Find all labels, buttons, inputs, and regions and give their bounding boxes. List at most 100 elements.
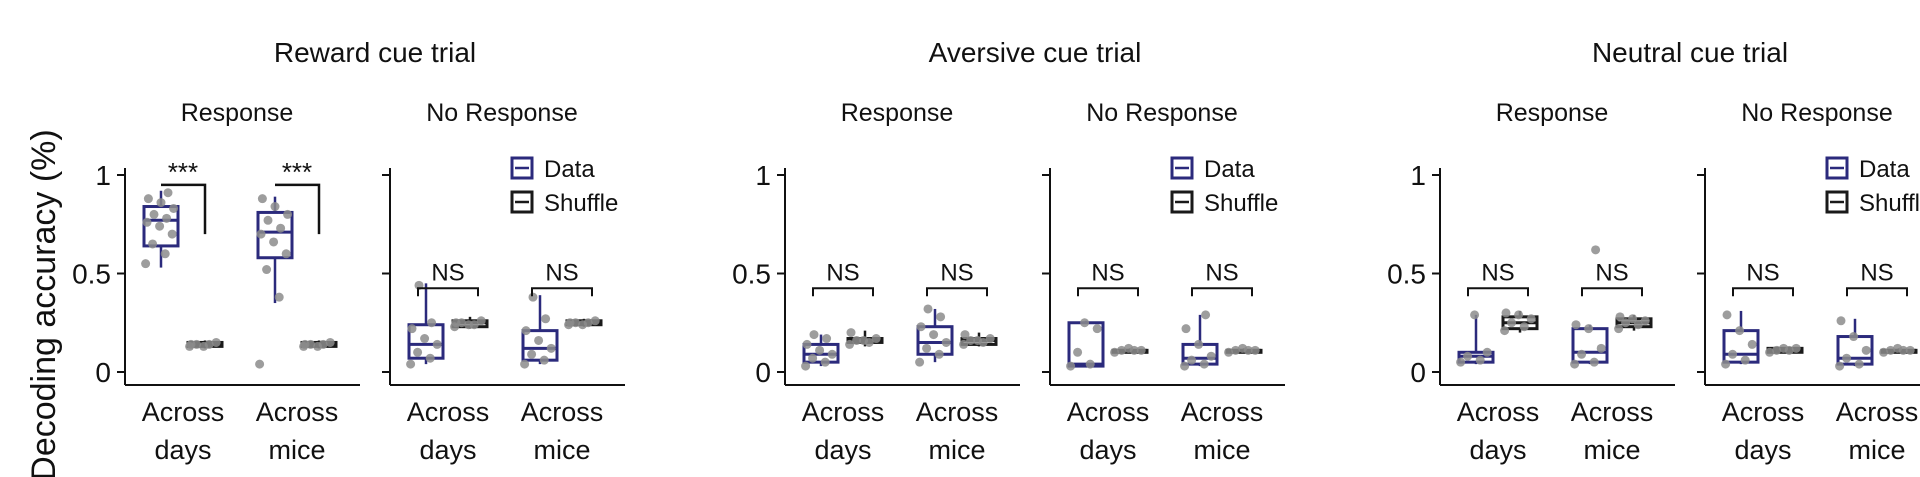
data-point: [820, 357, 830, 367]
data-point: [1526, 314, 1536, 324]
x-tick-label: Across: [256, 397, 339, 427]
box-data: [1835, 316, 1874, 371]
chart-group: Aversive cue trial Response 1 0.5 0 Across day…: [732, 37, 1285, 465]
data-point: [1861, 345, 1871, 355]
panel-subtitle: No Response: [426, 99, 577, 127]
data-point: [801, 361, 811, 371]
data-point: [1596, 343, 1606, 353]
data-point: [845, 339, 855, 349]
data-point: [590, 316, 600, 326]
data-point: [186, 339, 196, 349]
data-point: [1519, 322, 1529, 332]
box-shuffle: [564, 316, 603, 330]
data-point: [270, 202, 280, 212]
box-data: [406, 280, 445, 369]
data-point: [1199, 359, 1209, 369]
data-point: [1842, 353, 1852, 363]
box-data: [1456, 310, 1495, 367]
data-point: [565, 318, 575, 328]
data-point: [325, 337, 335, 347]
data-point: [283, 209, 293, 219]
x-tick-label: days: [814, 435, 871, 465]
legend-swatch: [1170, 190, 1194, 214]
data-point: [1470, 310, 1480, 320]
data-point: [148, 239, 158, 249]
legend-label: Data: [1859, 156, 1910, 183]
data-point: [425, 353, 435, 363]
x-tick-label: mice: [1848, 435, 1905, 465]
data-point: [1110, 347, 1120, 357]
significance-bracket: [531, 287, 593, 297]
data-point: [300, 339, 310, 349]
significance-bracket: [1191, 287, 1253, 297]
data-point: [1640, 316, 1650, 326]
box-shuffle: [1879, 343, 1918, 357]
y-tick-label: 1: [755, 160, 771, 191]
y-tick-label: 0.5: [1387, 259, 1426, 290]
data-point: [966, 335, 976, 345]
panel: No Response Across days NS Across mice NS Data S…: [1697, 99, 1920, 465]
significance-bracket: [812, 287, 874, 297]
legend-label: Data: [1204, 156, 1255, 183]
data-point: [1475, 355, 1485, 365]
data-point: [859, 335, 869, 345]
x-tick-label: days: [1079, 435, 1136, 465]
data-point: [1092, 324, 1102, 334]
x-tick-label: mice: [268, 435, 325, 465]
x-tick-label: Across: [1836, 397, 1919, 427]
data-point: [808, 353, 818, 363]
data-point: [802, 339, 812, 349]
data-point: [941, 337, 951, 347]
significance-bracket: [161, 183, 207, 235]
data-point: [1080, 318, 1090, 328]
data-point: [281, 249, 291, 259]
y-tick-label: 1: [1410, 160, 1426, 191]
data-point: [1231, 345, 1241, 355]
significance-label: NS: [1860, 259, 1893, 286]
data-point: [1514, 310, 1524, 320]
box-data: [255, 194, 294, 369]
data-point: [1250, 345, 1260, 355]
data-point: [815, 345, 825, 355]
data-point: [1463, 351, 1473, 361]
data-point: [156, 198, 166, 208]
data-point: [960, 330, 970, 340]
legend-label: Shuffle: [1859, 190, 1920, 217]
x-tick-label: mice: [1193, 435, 1250, 465]
box-data: [1066, 318, 1105, 371]
data-point: [546, 343, 556, 353]
y-axis-label: Decoding accuracy (%): [25, 129, 63, 477]
x-tick-label: days: [1734, 435, 1791, 465]
x-tick-label: days: [1469, 435, 1526, 465]
data-point: [936, 312, 946, 322]
data-point: [1206, 351, 1216, 361]
x-tick-label: mice: [533, 435, 590, 465]
legend: Data Shuffle: [1170, 156, 1278, 217]
panel-subtitle: Response: [841, 99, 954, 127]
chart-title: Neutral cue trial: [1592, 37, 1788, 68]
data-point: [916, 322, 926, 332]
data-point: [1893, 343, 1903, 353]
data-point: [143, 194, 153, 204]
y-tick-label: 0.5: [72, 259, 111, 290]
data-point: [163, 188, 173, 198]
data-point: [1085, 359, 1095, 369]
significance-bracket: [1467, 287, 1529, 297]
box-data: [1570, 245, 1609, 369]
box-shuffle: [1224, 343, 1263, 357]
chart-title: Reward cue trial: [274, 37, 476, 68]
legend-swatch: [1825, 156, 1849, 180]
significance-bracket: [926, 287, 988, 297]
x-tick-label: Across: [916, 397, 999, 427]
data-point: [1571, 320, 1581, 330]
data-point: [1747, 339, 1757, 349]
data-point: [1117, 345, 1127, 355]
data-point: [432, 339, 442, 349]
data-point: [520, 359, 530, 369]
data-point: [852, 335, 862, 345]
y-tick-label: 0.5: [732, 259, 771, 290]
box-data: [801, 330, 840, 371]
legend-swatch: [510, 156, 534, 180]
data-point: [1879, 347, 1889, 357]
data-point: [541, 314, 551, 324]
